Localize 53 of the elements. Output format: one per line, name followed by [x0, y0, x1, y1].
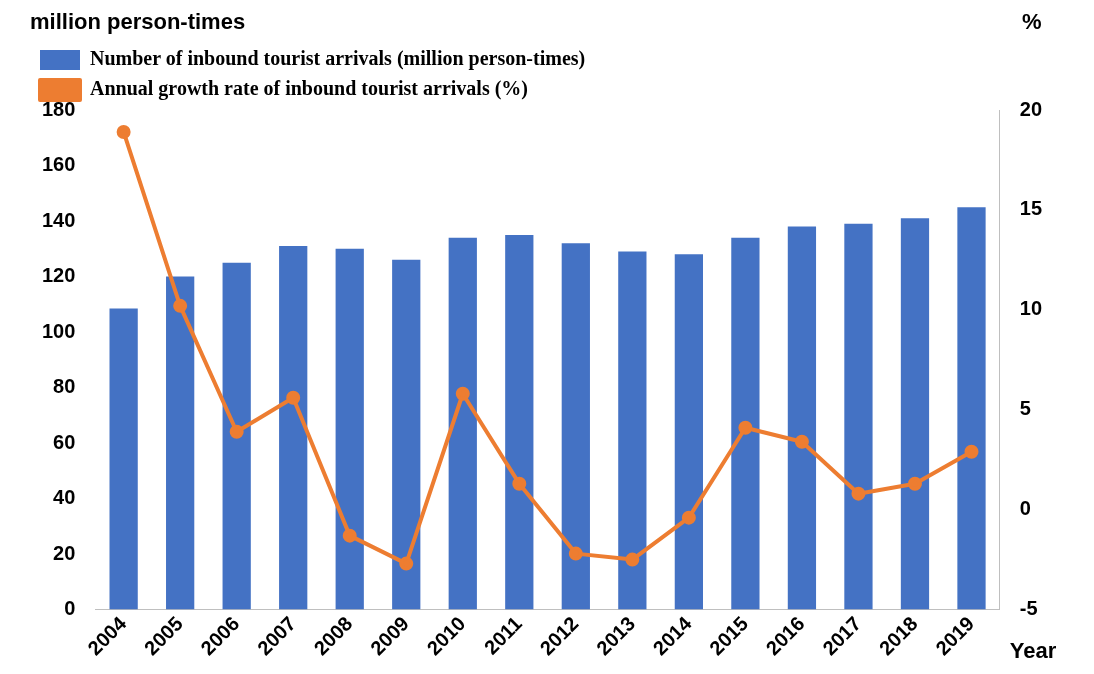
point	[512, 476, 527, 491]
y-tick-label: 140	[41, 208, 76, 231]
point	[173, 298, 188, 313]
point	[399, 556, 414, 571]
bar	[900, 218, 930, 610]
point	[286, 390, 301, 405]
y-tick-label: 120	[41, 264, 76, 287]
bar	[674, 254, 703, 610]
y-tick-label: 0	[64, 597, 76, 620]
bar	[731, 237, 760, 610]
y2-tick-label: 0	[1019, 497, 1031, 520]
y-tick-label: 40	[53, 486, 76, 509]
legend-label: Number of inbound tourist arrivals (million person-times)	[90, 47, 586, 71]
x-axis-title: Year	[1009, 637, 1057, 663]
point	[907, 476, 922, 491]
y-tick-label: 100	[41, 319, 76, 342]
point	[681, 510, 696, 525]
y2-tick-label: 10	[1019, 297, 1042, 320]
bar	[844, 223, 873, 610]
bar	[505, 234, 534, 610]
bar	[618, 251, 647, 610]
bar	[279, 245, 308, 610]
point	[568, 546, 583, 561]
y2-tick-label: 5	[1019, 397, 1031, 420]
bar	[166, 276, 195, 610]
point	[342, 528, 357, 543]
y-tick-label: 80	[53, 375, 76, 398]
y2-tick-label: -5	[1019, 597, 1038, 620]
y-tick-label: 60	[53, 430, 76, 453]
bar	[957, 207, 986, 610]
point	[625, 552, 640, 567]
point	[229, 424, 244, 439]
point	[455, 386, 470, 401]
bar	[561, 243, 590, 610]
legend-label: Annual growth rate of inbound tourist arrivals (%)	[90, 77, 528, 101]
y2-tick-label: 20	[1019, 97, 1042, 120]
y-tick-label: 160	[41, 153, 76, 176]
bar	[448, 237, 477, 610]
y2-axis-title: %	[1021, 9, 1042, 35]
bar	[335, 248, 364, 610]
y-axis-title: million person-times	[30, 9, 246, 35]
point	[851, 486, 866, 501]
point	[794, 434, 809, 449]
bar	[222, 262, 251, 610]
point	[116, 124, 131, 139]
point	[964, 444, 979, 459]
y-tick-label: 20	[53, 541, 76, 564]
bar	[109, 308, 138, 610]
point	[738, 420, 753, 435]
bar	[392, 259, 421, 610]
bar	[787, 226, 817, 610]
y-tick-label: 180	[41, 97, 76, 120]
y2-tick-label: 15	[1019, 197, 1042, 220]
